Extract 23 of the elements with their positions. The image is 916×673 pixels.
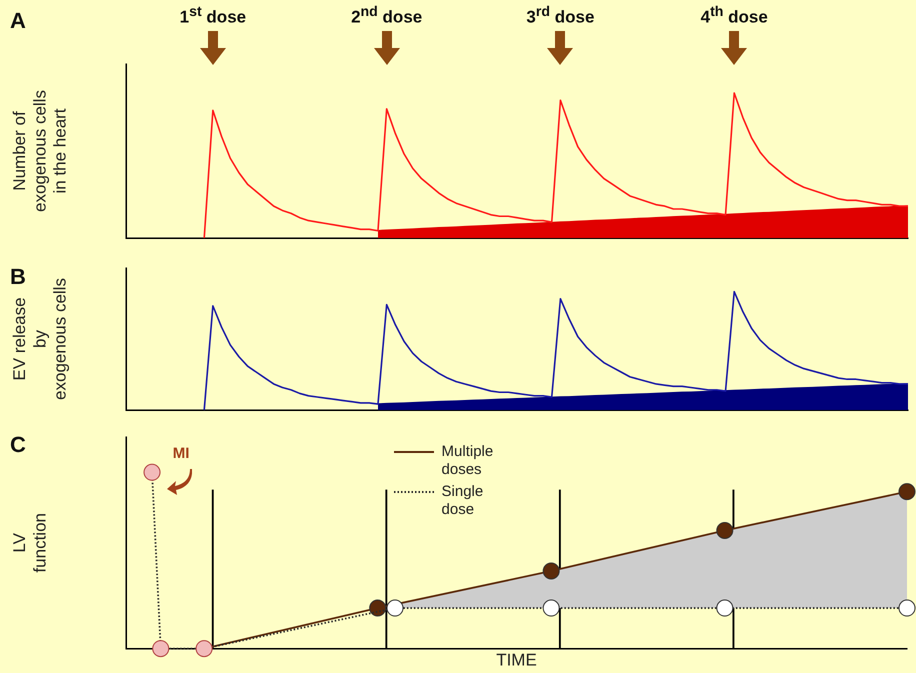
point [152,640,170,658]
point [369,600,386,617]
text: 4$^{th}$ dose [700,4,769,28]
point [542,600,560,617]
point [542,562,560,580]
point [716,522,734,539]
chart-title: C [10,432,26,458]
y-axis-title: LV function [10,513,50,573]
chart-title: A [10,8,26,34]
point [716,600,734,617]
legend-label: Single dose [442,483,484,519]
point [386,600,404,617]
text: 3$^{rd}$ dose [525,4,596,28]
legend-label: Multiple doses [442,443,494,479]
y-axis-title: Number of exogenous cells in the heart [10,90,70,212]
text: 1$^{st}$ dose [178,4,248,28]
text: MI [172,445,190,462]
point [898,600,916,617]
point [196,640,213,658]
point [898,483,916,500]
text: 2$^{nd}$ dose [350,4,424,28]
point [144,464,161,481]
x-axis-title: TIME [496,650,537,670]
